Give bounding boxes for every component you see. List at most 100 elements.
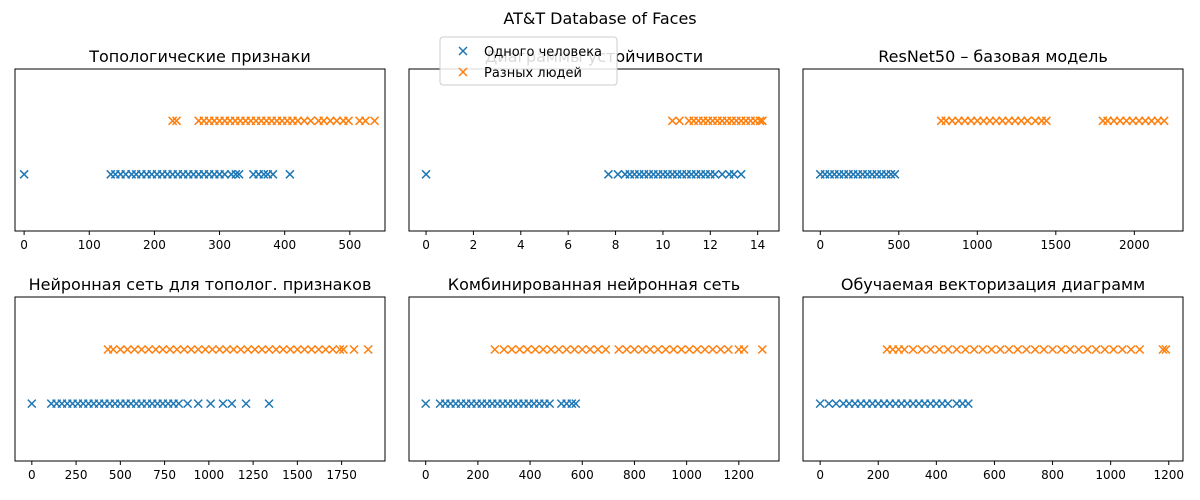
series-different-people (667, 116, 767, 126)
series-same-person (815, 169, 900, 179)
data-point (268, 169, 278, 179)
data-point (952, 344, 962, 355)
x-tick-label: 300 (208, 238, 231, 252)
x-tick-label: 750 (153, 468, 176, 482)
data-point (332, 116, 342, 126)
data-point (934, 344, 944, 355)
data-point (1159, 116, 1169, 126)
data-point (1074, 344, 1084, 355)
data-point (757, 116, 767, 126)
data-point (815, 399, 825, 409)
data-point (637, 344, 647, 355)
data-point (370, 116, 380, 126)
data-point (723, 344, 733, 355)
data-point (676, 344, 686, 355)
data-point (1013, 344, 1023, 355)
data-point (1004, 344, 1014, 355)
x-tick-label: 1000 (1095, 468, 1126, 482)
data-point (1126, 344, 1136, 355)
data-point (349, 344, 359, 355)
data-point (179, 344, 189, 355)
data-point (1065, 344, 1075, 355)
data-point (172, 116, 182, 126)
data-point (622, 344, 632, 355)
data-point (1030, 344, 1040, 355)
data-point (917, 344, 927, 355)
data-point (321, 344, 331, 355)
data-point (538, 344, 548, 355)
data-point (306, 116, 316, 126)
data-point (960, 344, 970, 355)
data-point (571, 399, 581, 409)
data-point (19, 169, 29, 179)
x-tick-label: 2000 (1119, 238, 1150, 252)
subplot-4: Нейронная сеть для тополог. признаков 0 25… (14, 275, 386, 482)
series-same-person (815, 399, 973, 409)
data-point (220, 169, 230, 179)
data-point (1100, 344, 1110, 355)
subplot-title: Комбинированная нейронная сеть (448, 275, 740, 294)
data-point (943, 344, 953, 355)
data-point (1117, 344, 1127, 355)
x-tick-label: 6 (564, 238, 572, 252)
subplot-title: Обучаемая векторизация диаграмм (841, 275, 1145, 294)
data-point (1109, 344, 1119, 355)
data-point (507, 344, 517, 355)
x-tick-label: 200 (466, 468, 489, 482)
data-point (567, 399, 577, 409)
data-point (890, 169, 900, 179)
data-point (569, 344, 579, 355)
data-point (193, 399, 203, 409)
series-different-people (882, 344, 1171, 355)
data-point (490, 344, 500, 355)
series-same-person (19, 169, 295, 179)
data-point (499, 344, 509, 355)
x-tick-label: 200 (143, 238, 166, 252)
x-tick-label: 10 (655, 238, 670, 252)
data-point (338, 344, 348, 355)
x-tick-label: 12 (703, 238, 718, 252)
data-point (27, 399, 37, 409)
data-point (1023, 116, 1033, 126)
x-tick-label: 1500 (282, 468, 313, 482)
data-point (700, 344, 710, 355)
x-tick-label: 400 (273, 238, 296, 252)
series-different-people (103, 344, 373, 355)
data-point (1041, 116, 1051, 126)
data-point (674, 116, 685, 126)
data-point (908, 344, 918, 355)
data-point (229, 344, 239, 355)
axes-frame (408, 296, 780, 462)
legend-marker (458, 67, 468, 77)
data-point (1039, 344, 1049, 355)
x-tick-label: 500 (109, 468, 132, 482)
x-tick-label: 1000 (671, 468, 702, 482)
data-point (328, 344, 338, 355)
x-tick-label: 1000 (194, 468, 225, 482)
data-point (183, 399, 193, 409)
data-point (710, 169, 720, 179)
legend-label: Разных людей (484, 66, 582, 81)
x-tick-label: 1200 (1153, 468, 1184, 482)
data-point (546, 344, 556, 355)
data-point (292, 344, 302, 355)
data-point (207, 344, 217, 355)
x-tick-label: 14 (750, 238, 765, 252)
axes-frame (14, 296, 386, 462)
data-point (667, 116, 677, 126)
data-point (963, 399, 973, 409)
data-point (585, 344, 595, 355)
legend-entry: Одного человека (458, 45, 602, 60)
series-different-people (168, 116, 380, 126)
data-point (115, 344, 125, 355)
data-point (174, 399, 184, 409)
data-point (978, 344, 988, 355)
data-point (421, 399, 431, 409)
x-tick-label: 800 (1041, 468, 1064, 482)
data-point (314, 344, 324, 355)
data-point (522, 344, 532, 355)
data-point (186, 344, 196, 355)
subplot-3: ResNet50 – базовая модель 0 500 1000 1500 200… (802, 47, 1184, 252)
data-point (293, 116, 303, 126)
